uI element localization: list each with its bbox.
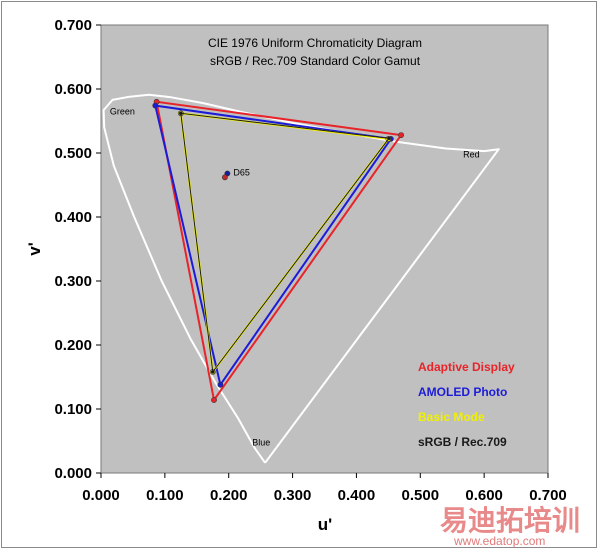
gamut-vertex-srgb-rec-709-0 — [387, 136, 391, 141]
gamut-vertex-srgb-rec-709-1 — [178, 111, 183, 116]
y-tick-label: 0.700 — [54, 17, 92, 34]
x-tick-label: 0.700 — [529, 487, 567, 504]
gamut-triangle-adaptive-display — [155, 100, 403, 403]
gamut-vertex-adaptive-display-0 — [398, 132, 404, 138]
white-point-marker-1 — [221, 174, 228, 181]
gamut-series-layer — [152, 98, 404, 403]
region-labels-layer: Green Red Blue — [110, 107, 480, 448]
x-tick-label: 0.300 — [274, 487, 312, 504]
x-tick-label: 0.000 — [82, 487, 120, 504]
gamut-vertex-amoled-photo-2 — [217, 381, 224, 388]
y-tick-label: 0.100 — [54, 401, 92, 418]
plot-area — [100, 24, 549, 474]
gamut-triangle-amoled-photo — [153, 104, 393, 388]
chart-title: CIE 1976 Uniform Chromaticity Diagram — [208, 36, 422, 50]
legend-item-amoled-photo: AMOLED Photo — [418, 385, 507, 399]
legend-item-basic-mode: Basic Mode — [418, 410, 485, 424]
y-tick-label: 0.600 — [54, 81, 92, 98]
y-tick-label: 0.400 — [54, 209, 92, 226]
white-point-label: D65 — [233, 168, 250, 178]
region-label-red: Red — [463, 150, 480, 160]
chart-subtitle: sRGB / Rec.709 Standard Color Gamut — [210, 54, 421, 68]
x-tick-label: 0.200 — [210, 487, 248, 504]
y-axis-title: v' — [25, 242, 44, 256]
x-axis-title: u' — [318, 515, 332, 534]
y-tick-label: 0.300 — [54, 273, 92, 290]
gamut-vertex-srgb-rec-709-2 — [210, 369, 215, 374]
gamut-vertex-adaptive-display-2 — [211, 397, 217, 403]
y-tick-label: 0.000 — [54, 465, 92, 482]
axis-ticks-layer: 0.000 0.100 0.200 0.300 0.400 0.500 0.600 0.700… — [54, 17, 566, 504]
spectral-locus-line — [102, 93, 500, 464]
x-tick-label: 0.600 — [465, 487, 503, 504]
spectral-locus-layer — [102, 93, 500, 464]
gamut-vertex-amoled-photo-1 — [152, 102, 159, 109]
legend-item-adaptive-display: Adaptive Display — [418, 360, 515, 374]
watermark-url: www.edatop.com — [453, 534, 545, 548]
x-tick-label: 0.400 — [338, 487, 376, 504]
y-tick-label: 0.500 — [54, 145, 92, 162]
gamut-triangle-srgb-rec-709 — [180, 112, 390, 374]
white-point-layer: D65 — [221, 168, 250, 181]
region-label-blue: Blue — [252, 438, 270, 448]
x-tick-label: 0.500 — [402, 487, 440, 504]
watermark-text: 易迪拓培训 — [440, 504, 580, 536]
legend: Adaptive Display AMOLED Photo Basic Mode sR… — [418, 360, 515, 449]
y-tick-label: 0.200 — [54, 337, 92, 354]
series-srgb-rec-709 — [178, 111, 391, 374]
legend-item-srgb-rec-709: sRGB / Rec.709 — [418, 435, 507, 449]
region-label-green: Green — [110, 107, 135, 117]
x-tick-label: 0.100 — [146, 487, 184, 504]
